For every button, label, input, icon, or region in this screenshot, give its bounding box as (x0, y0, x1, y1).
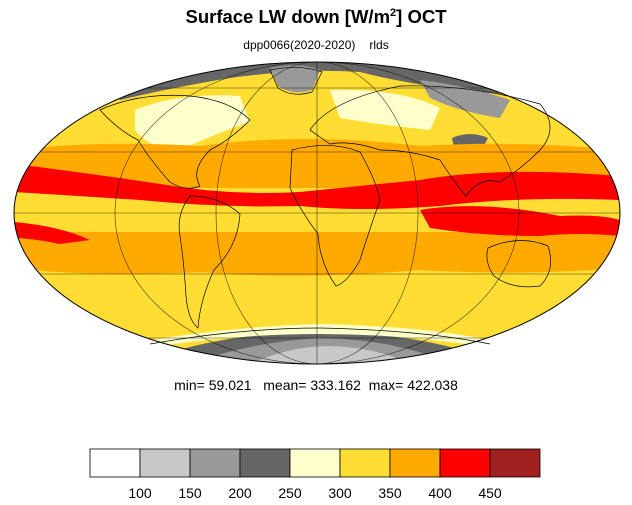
canada (135, 95, 250, 150)
legend-swatch (439, 448, 491, 478)
subtitle-run: dpp0066(2020-2020) (243, 38, 356, 52)
legend-swatch (489, 448, 541, 478)
australia-coast (486, 240, 551, 288)
legend-tick-label: 300 (328, 485, 352, 501)
map-border (13, 61, 621, 365)
antarctic-edge (150, 324, 490, 346)
legend-tick-label: 350 (378, 485, 402, 501)
legend-swatch (389, 448, 441, 478)
eurasia-coast (309, 85, 551, 197)
legend-tick-label: 100 (128, 485, 152, 501)
maritime-continent (420, 206, 620, 236)
legend-swatch (89, 448, 141, 478)
field-statistics: min= 59.021 mean= 333.162 max= 422.038 (0, 377, 632, 393)
legend-tick-label: 200 (228, 485, 252, 501)
legend-tick-label: 250 (278, 485, 302, 501)
legend-tick-label: 400 (428, 485, 452, 501)
legend-labels: 100 150 200 250 300 350 400 450 (128, 485, 502, 501)
subtitle-variable: rlds (369, 38, 389, 52)
greenland (270, 65, 320, 93)
antarctic-light (250, 346, 410, 364)
stat-mean-label: mean= (263, 377, 307, 393)
title-main: Surface LW down [W/m (185, 6, 391, 27)
legend-swatch (189, 448, 241, 478)
legend-swatch (139, 448, 191, 478)
legend-boxes (89, 448, 541, 478)
north-america-coast (99, 94, 251, 189)
title-tail: ] OCT (396, 6, 447, 27)
legend-swatch (339, 448, 391, 478)
map-title: Surface LW down [W/m2] OCT (0, 6, 632, 28)
legend-tick-label: 450 (478, 485, 502, 501)
title-superscript: 2 (390, 6, 397, 19)
stat-max-value: 422.038 (407, 377, 458, 393)
stat-max-label: max= (368, 377, 404, 393)
legend-swatch (289, 448, 341, 478)
stat-min-value: 59.021 (208, 377, 252, 393)
grat-meridian-60 (215, 62, 419, 364)
tropical-belt-north (14, 164, 620, 209)
legend-tick-label: 150 (178, 485, 202, 501)
map-subtitle: dpp0066(2020-2020) rlds (0, 38, 632, 52)
antarctica-coast (149, 327, 491, 345)
legend-swatch (239, 448, 291, 478)
siberia-cold (420, 80, 510, 118)
stat-min-label: min= (174, 377, 205, 393)
stat-mean-value: 333.162 (310, 377, 361, 393)
south-america-coast (178, 195, 241, 329)
grat-meridian-120 (114, 62, 520, 364)
tropical-belt-south (14, 222, 90, 244)
eurasia-north (330, 89, 440, 130)
